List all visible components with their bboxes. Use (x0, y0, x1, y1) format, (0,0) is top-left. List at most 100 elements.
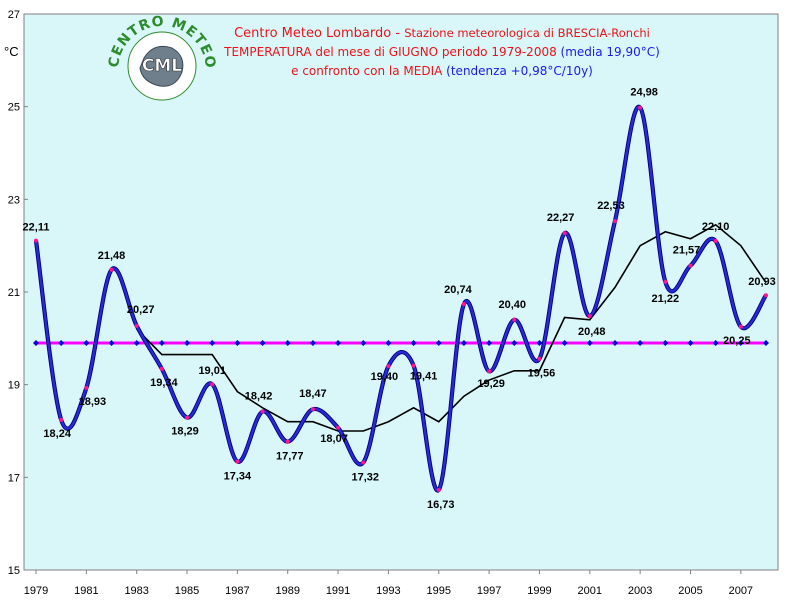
temperature-point (361, 460, 366, 465)
mean-marker (586, 339, 593, 346)
y-tick-label: 21 (8, 287, 20, 299)
mean-marker (133, 339, 140, 346)
temperature-point (185, 415, 190, 420)
mean-marker (687, 339, 694, 346)
temperature-point (260, 409, 265, 414)
mean-marker (763, 339, 769, 346)
temperature-point (663, 279, 668, 284)
temperature-point (713, 239, 718, 244)
plot-area (23, 13, 779, 571)
mean-marker (737, 339, 744, 346)
data-label: 20,25 (723, 335, 751, 347)
temperature-point (34, 238, 38, 243)
data-label: 18,42 (245, 391, 273, 403)
temperature-point (235, 459, 240, 464)
mean-marker (410, 339, 417, 346)
data-label: 18,07 (320, 433, 348, 445)
data-label: 19,56 (528, 368, 556, 380)
mean-marker (158, 339, 165, 346)
mean-marker (209, 339, 216, 346)
temperature-point (436, 487, 441, 492)
x-tick-label: 1995 (427, 585, 451, 597)
temperature-point (159, 366, 164, 371)
temperature-point (738, 324, 743, 329)
temperature-point (764, 293, 768, 298)
data-label: 19,29 (477, 378, 505, 390)
title-line-3-blue: (tendenza +0,98°C/10y) (446, 64, 593, 78)
temperature-point (210, 382, 215, 387)
mean-marker (58, 339, 65, 346)
mean-series (33, 339, 769, 346)
mean-marker (460, 339, 467, 346)
data-label: 20,40 (499, 299, 527, 311)
mean-marker (662, 339, 669, 346)
title-line-1: Centro Meteo Lombardo - Stazione meteoro… (234, 26, 650, 41)
temperature-point (461, 302, 466, 307)
mean-marker (611, 339, 618, 346)
y-tick-label: 23 (8, 194, 20, 206)
temperature-point (688, 263, 693, 268)
temperature-point (612, 219, 617, 224)
temperature-series (33, 104, 768, 493)
temperature-point (310, 407, 315, 412)
mean-marker (536, 339, 543, 346)
x-tick-label: 1997 (477, 585, 501, 597)
data-label: 18,29 (171, 426, 199, 438)
data-label: 17,77 (276, 451, 304, 463)
temperature-point (487, 369, 492, 374)
y-tick-label: 27 (8, 9, 20, 21)
mean-marker (184, 339, 191, 346)
data-label: 21,48 (98, 250, 126, 262)
x-axis-ticks: 1979 1981 1983 1985 1987 1989 1991 1993 1995 1997… (24, 570, 753, 597)
temperature-point (59, 417, 64, 422)
x-tick-label: 2001 (578, 585, 602, 597)
mean-marker (360, 339, 367, 346)
data-label: 19,34 (150, 377, 178, 389)
data-label: 20,48 (578, 326, 606, 338)
data-label: 22,11 (23, 222, 50, 234)
temperature-point (562, 231, 567, 236)
y-tick-label: 17 (8, 472, 20, 484)
data-labels: 22,11 18,24 18,93 21,48 20,27 19,34 18,29 19,01… (23, 87, 776, 511)
x-tick-label: 1989 (275, 585, 299, 597)
mean-marker (561, 339, 568, 346)
y-axis-ticks: 15 17 19 21 23 25 27 (8, 9, 28, 577)
logo-center-text: CML (142, 56, 182, 76)
title-line-2: TEMPERATURA del mese di GIUGNO periodo 1… (223, 45, 660, 59)
mean-marker (385, 339, 392, 346)
x-tick-label: 1993 (376, 585, 400, 597)
title-line-2-blue: (media 19,90°C) (561, 45, 660, 59)
data-label: 24,98 (630, 87, 658, 99)
data-label: 22,10 (702, 221, 730, 233)
data-label: 22,27 (547, 212, 575, 224)
data-label: 16,73 (427, 499, 455, 511)
x-tick-label: 2005 (678, 585, 702, 597)
temperature-point (512, 317, 517, 322)
mean-marker (435, 339, 442, 346)
data-label: 22,53 (597, 200, 625, 212)
title-line-3-red: e confronto con la MEDIA (291, 64, 446, 78)
mean-marker (712, 339, 719, 346)
data-label: 20,74 (444, 284, 472, 296)
mean-marker (309, 339, 316, 346)
x-tick-label: 1981 (74, 585, 98, 597)
x-tick-label: 2007 (729, 585, 753, 597)
data-label: 18,24 (43, 428, 71, 440)
mean-marker (259, 339, 266, 346)
data-label: 20,93 (748, 276, 776, 288)
mean-marker (33, 339, 39, 346)
data-label: 18,47 (299, 388, 327, 400)
mean-marker (234, 339, 241, 346)
mean-marker (637, 339, 644, 346)
temperature-point (411, 363, 416, 368)
data-label: 21,22 (652, 293, 680, 305)
data-label: 17,32 (351, 472, 379, 484)
mean-marker (108, 339, 115, 346)
x-tick-label: 1979 (24, 585, 48, 597)
y-tick-label: 19 (8, 380, 20, 392)
data-label: 21,57 (673, 245, 701, 257)
mean-marker (284, 339, 291, 346)
temperature-point (336, 425, 341, 430)
x-tick-label: 1983 (124, 585, 148, 597)
